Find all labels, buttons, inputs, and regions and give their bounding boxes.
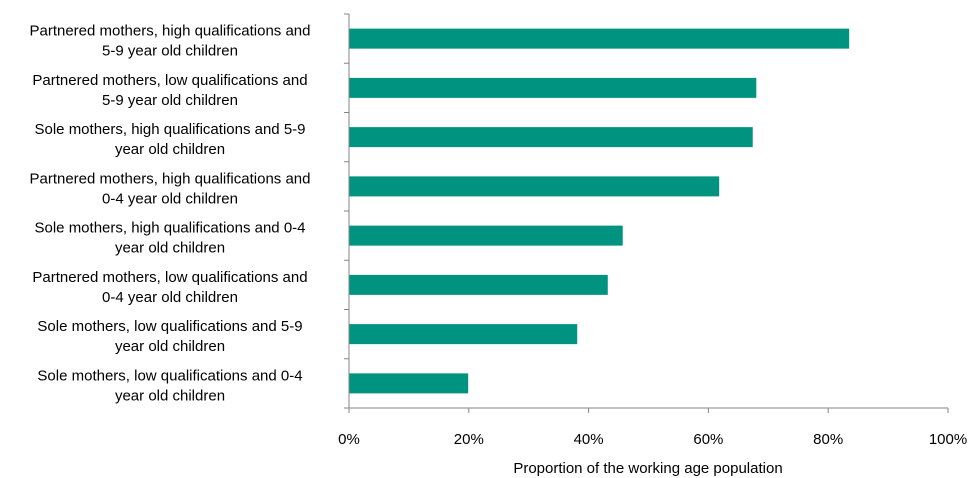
x-tick-label-5: 100% <box>929 431 967 448</box>
category-label-6-line-0: Sole mothers, low qualifications and 5-9 <box>37 318 302 335</box>
bar-6 <box>349 324 578 345</box>
bar-5 <box>349 274 608 295</box>
bar-1 <box>349 77 757 98</box>
category-label-6-line-1: year old children <box>115 338 225 355</box>
category-label-0-line-0: Partnered mothers, high qualifications a… <box>29 23 310 40</box>
x-tick-label-3: 60% <box>693 431 723 448</box>
category-label-4-line-0: Sole mothers, high qualifications and 0-… <box>35 220 306 237</box>
x-axis-title: Proportion of the working age population <box>513 460 782 477</box>
category-label-2-line-1: year old children <box>115 141 225 158</box>
category-label-4-line-1: year old children <box>115 240 225 257</box>
axes-layer <box>344 13 949 413</box>
category-label-7: Sole mothers, low qualifications and 0-4… <box>37 367 302 404</box>
category-label-1: Partnered mothers, low qualifications an… <box>32 72 307 109</box>
bar-3 <box>349 176 720 197</box>
category-label-5-line-0: Partnered mothers, low qualifications an… <box>32 269 307 286</box>
category-label-7-line-0: Sole mothers, low qualifications and 0-4 <box>37 367 302 384</box>
category-label-1-line-0: Partnered mothers, low qualifications an… <box>32 72 307 89</box>
category-label-7-line-1: year old children <box>115 387 225 404</box>
category-label-2: Sole mothers, high qualifications and 5-… <box>35 121 306 158</box>
category-label-3-line-0: Partnered mothers, high qualifications a… <box>29 170 310 187</box>
x-tick-label-2: 40% <box>574 431 604 448</box>
bar-7 <box>349 373 469 394</box>
category-label-5-line-1: 0-4 year old children <box>102 289 238 306</box>
labels-layer: 0% 20% 40% 60% 80% 100% Partnered mothers, hig… <box>29 23 967 448</box>
bar-0 <box>349 28 850 49</box>
category-label-0-line-1: 5-9 year old children <box>102 43 238 60</box>
x-tick-label-0: 0% <box>338 431 360 448</box>
x-tick-label-1: 20% <box>454 431 484 448</box>
category-label-1-line-1: 5-9 year old children <box>102 92 238 109</box>
bars-layer <box>349 28 850 394</box>
bar-2 <box>349 127 753 148</box>
category-label-5: Partnered mothers, low qualifications an… <box>32 269 307 306</box>
category-label-4: Sole mothers, high qualifications and 0-… <box>35 220 306 257</box>
bar-4 <box>349 225 623 246</box>
category-label-3: Partnered mothers, high qualifications a… <box>29 170 310 207</box>
category-label-3-line-1: 0-4 year old children <box>102 190 238 207</box>
category-label-2-line-0: Sole mothers, high qualifications and 5-… <box>35 121 306 138</box>
category-label-6: Sole mothers, low qualifications and 5-9… <box>37 318 302 355</box>
category-label-0: Partnered mothers, high qualifications a… <box>29 23 310 60</box>
x-tick-label-4: 80% <box>813 431 843 448</box>
